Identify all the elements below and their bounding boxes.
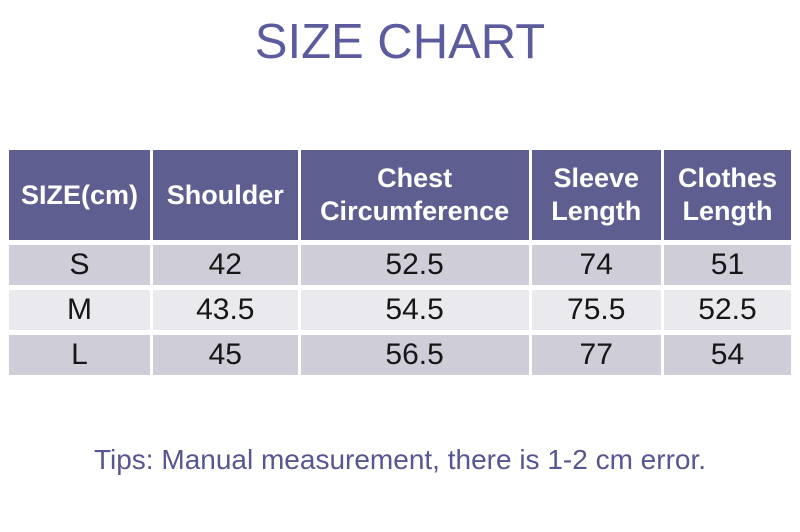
tip-text: Tips: Manual measurement, there is 1-2 c… xyxy=(93,444,707,475)
size-label-cell: L xyxy=(9,335,150,375)
col-header-clothes-length: Clothes Length xyxy=(663,150,791,240)
header-row: SIZE(cm) Shoulder Chest Circumference Sl… xyxy=(9,150,791,240)
page-title: SIZE CHART xyxy=(254,15,546,69)
table-row-m: M 43.5 54.5 75.5 52.5 xyxy=(9,290,791,330)
col-header-sleeve-length: Sleeve Length xyxy=(531,150,661,240)
size-label-cell: S xyxy=(9,245,150,285)
col-header-chest-circumference: Chest Circumference xyxy=(300,150,529,240)
clothes-cell: 52.5 xyxy=(663,290,791,330)
size-table-header: SIZE(cm) Shoulder Chest Circumference Sl… xyxy=(9,150,791,240)
size-table: SIZE(cm) Shoulder Chest Circumference Sl… xyxy=(6,145,794,380)
clothes-cell: 51 xyxy=(663,245,791,285)
size-label-cell: M xyxy=(9,290,150,330)
shoulder-cell: 42 xyxy=(152,245,298,285)
chest-cell: 56.5 xyxy=(300,335,529,375)
col-header-shoulder: Shoulder xyxy=(152,150,298,240)
shoulder-cell: 43.5 xyxy=(152,290,298,330)
shoulder-cell: 45 xyxy=(152,335,298,375)
sleeve-cell: 75.5 xyxy=(531,290,661,330)
sleeve-cell: 74 xyxy=(531,245,661,285)
table-row-s: S 42 52.5 74 51 xyxy=(9,245,791,285)
col-header-size: SIZE(cm) xyxy=(9,150,150,240)
table-row-l: L 45 56.5 77 54 xyxy=(9,335,791,375)
size-table-body: S 42 52.5 74 51 M 43.5 54.5 75.5 52.5 L … xyxy=(9,245,791,375)
sleeve-cell: 77 xyxy=(531,335,661,375)
chest-cell: 54.5 xyxy=(300,290,529,330)
clothes-cell: 54 xyxy=(663,335,791,375)
chest-cell: 52.5 xyxy=(300,245,529,285)
